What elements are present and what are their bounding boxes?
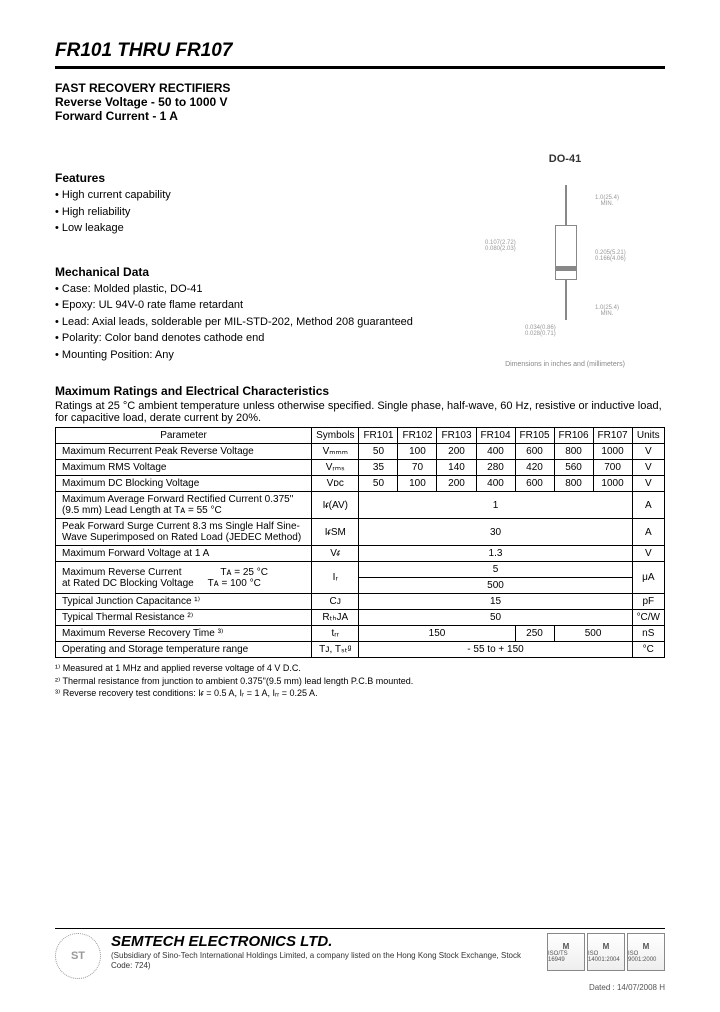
table-row: Maximum Forward Voltage at 1 AVᵳ1.3V — [56, 546, 665, 562]
table-row: Maximum RMS VoltageVᵣₘₛ35701402804205607… — [56, 460, 665, 476]
table-row: Maximum Recurrent Peak Reverse VoltageVₘ… — [56, 444, 665, 460]
list-item: Low leakage — [55, 220, 465, 237]
dated-text: Dated : 14/07/2008 H — [55, 983, 665, 992]
title-bar: FR101 THRU FR107 — [55, 40, 665, 69]
ratings-intro: Ratings at 25 °C ambient temperature unl… — [55, 400, 665, 424]
ratings-heading: Maximum Ratings and Electrical Character… — [55, 384, 665, 398]
dimensions-caption: Dimensions in inches and (millimeters) — [465, 361, 665, 368]
footnote: ²⁾ Thermal resistance from junction to a… — [55, 675, 665, 688]
table-header: FR103 — [437, 428, 476, 444]
cert-badge: MISO 9001:2000 — [627, 933, 665, 971]
mechanical-heading: Mechanical Data — [55, 265, 465, 279]
cert-badge: MISO/TS 16949 — [547, 933, 585, 971]
package-drawing: DO-41 1.0(25.4)MIN. 0.205(5.21)0.166(4.0… — [465, 153, 665, 368]
footnotes: ¹⁾ Measured at 1 MHz and applied reverse… — [55, 662, 665, 700]
table-row: Maximum DC Blocking VoltageVᴅᴄ5010020040… — [56, 476, 665, 492]
table-header: FR102 — [398, 428, 437, 444]
table-header: Symbols — [312, 428, 359, 444]
list-item: Epoxy: UL 94V-0 rate flame retardant — [55, 297, 465, 314]
forward-current: Forward Current - 1 A — [55, 109, 665, 123]
list-item: High current capability — [55, 187, 465, 204]
list-item: Lead: Axial leads, solderable per MIL-ST… — [55, 314, 465, 331]
table-row: Operating and Storage temperature rangeT… — [56, 642, 665, 658]
table-header: Parameter — [56, 428, 312, 444]
cert-badges: MISO/TS 16949MISO 14001:2004MISO 9001:20… — [547, 933, 665, 971]
table-header: FR107 — [593, 428, 632, 444]
company-logo-icon: ST — [55, 933, 101, 979]
footnote: ¹⁾ Measured at 1 MHz and applied reverse… — [55, 662, 665, 675]
table-row: Maximum Average Forward Rectified Curren… — [56, 492, 665, 519]
product-block: FAST RECOVERY RECTIFIERS Reverse Voltage… — [55, 81, 665, 123]
table-header: FR101 — [359, 428, 398, 444]
company-subsidiary: (Subsidiary of Sino-Tech International H… — [111, 951, 537, 970]
reverse-voltage: Reverse Voltage - 50 to 1000 V — [55, 95, 665, 109]
page-title: FR101 THRU FR107 — [55, 40, 232, 62]
left-column: Features High current capabilityHigh rel… — [55, 153, 465, 368]
features-heading: Features — [55, 171, 465, 185]
product-name: FAST RECOVERY RECTIFIERS — [55, 81, 665, 95]
mechanical-list: Case: Molded plastic, DO-41Epoxy: UL 94V… — [55, 281, 465, 364]
package-label: DO-41 — [465, 153, 665, 165]
list-item: Mounting Position: Any — [55, 347, 465, 364]
footnote: ³⁾ Reverse recovery test conditions: Iᵳ … — [55, 687, 665, 700]
table-header: FR106 — [554, 428, 593, 444]
list-item: Polarity: Color band denotes cathode end — [55, 330, 465, 347]
ratings-table: ParameterSymbolsFR101FR102FR103FR104FR10… — [55, 427, 665, 658]
table-header: FR104 — [476, 428, 515, 444]
table-row: Typical Thermal Resistance ²⁾RₜₕJA50°C/W — [56, 610, 665, 626]
footer: ST SEMTECH ELECTRONICS LTD. (Subsidiary … — [55, 928, 665, 992]
table-header: FR105 — [515, 428, 554, 444]
table-row: Maximum Reverse Recovery Time ³⁾tᵣᵣ15025… — [56, 626, 665, 642]
list-item: Case: Molded plastic, DO-41 — [55, 281, 465, 298]
table-row: Typical Junction Capacitance ¹⁾Cᴊ15pF — [56, 594, 665, 610]
company-name: SEMTECH ELECTRONICS LTD. — [111, 933, 537, 951]
table-header: Units — [632, 428, 664, 444]
list-item: High reliability — [55, 204, 465, 221]
table-row: Peak Forward Surge Current 8.3 ms Single… — [56, 519, 665, 546]
features-list: High current capabilityHigh reliabilityL… — [55, 187, 465, 237]
cert-badge: MISO 14001:2004 — [587, 933, 625, 971]
